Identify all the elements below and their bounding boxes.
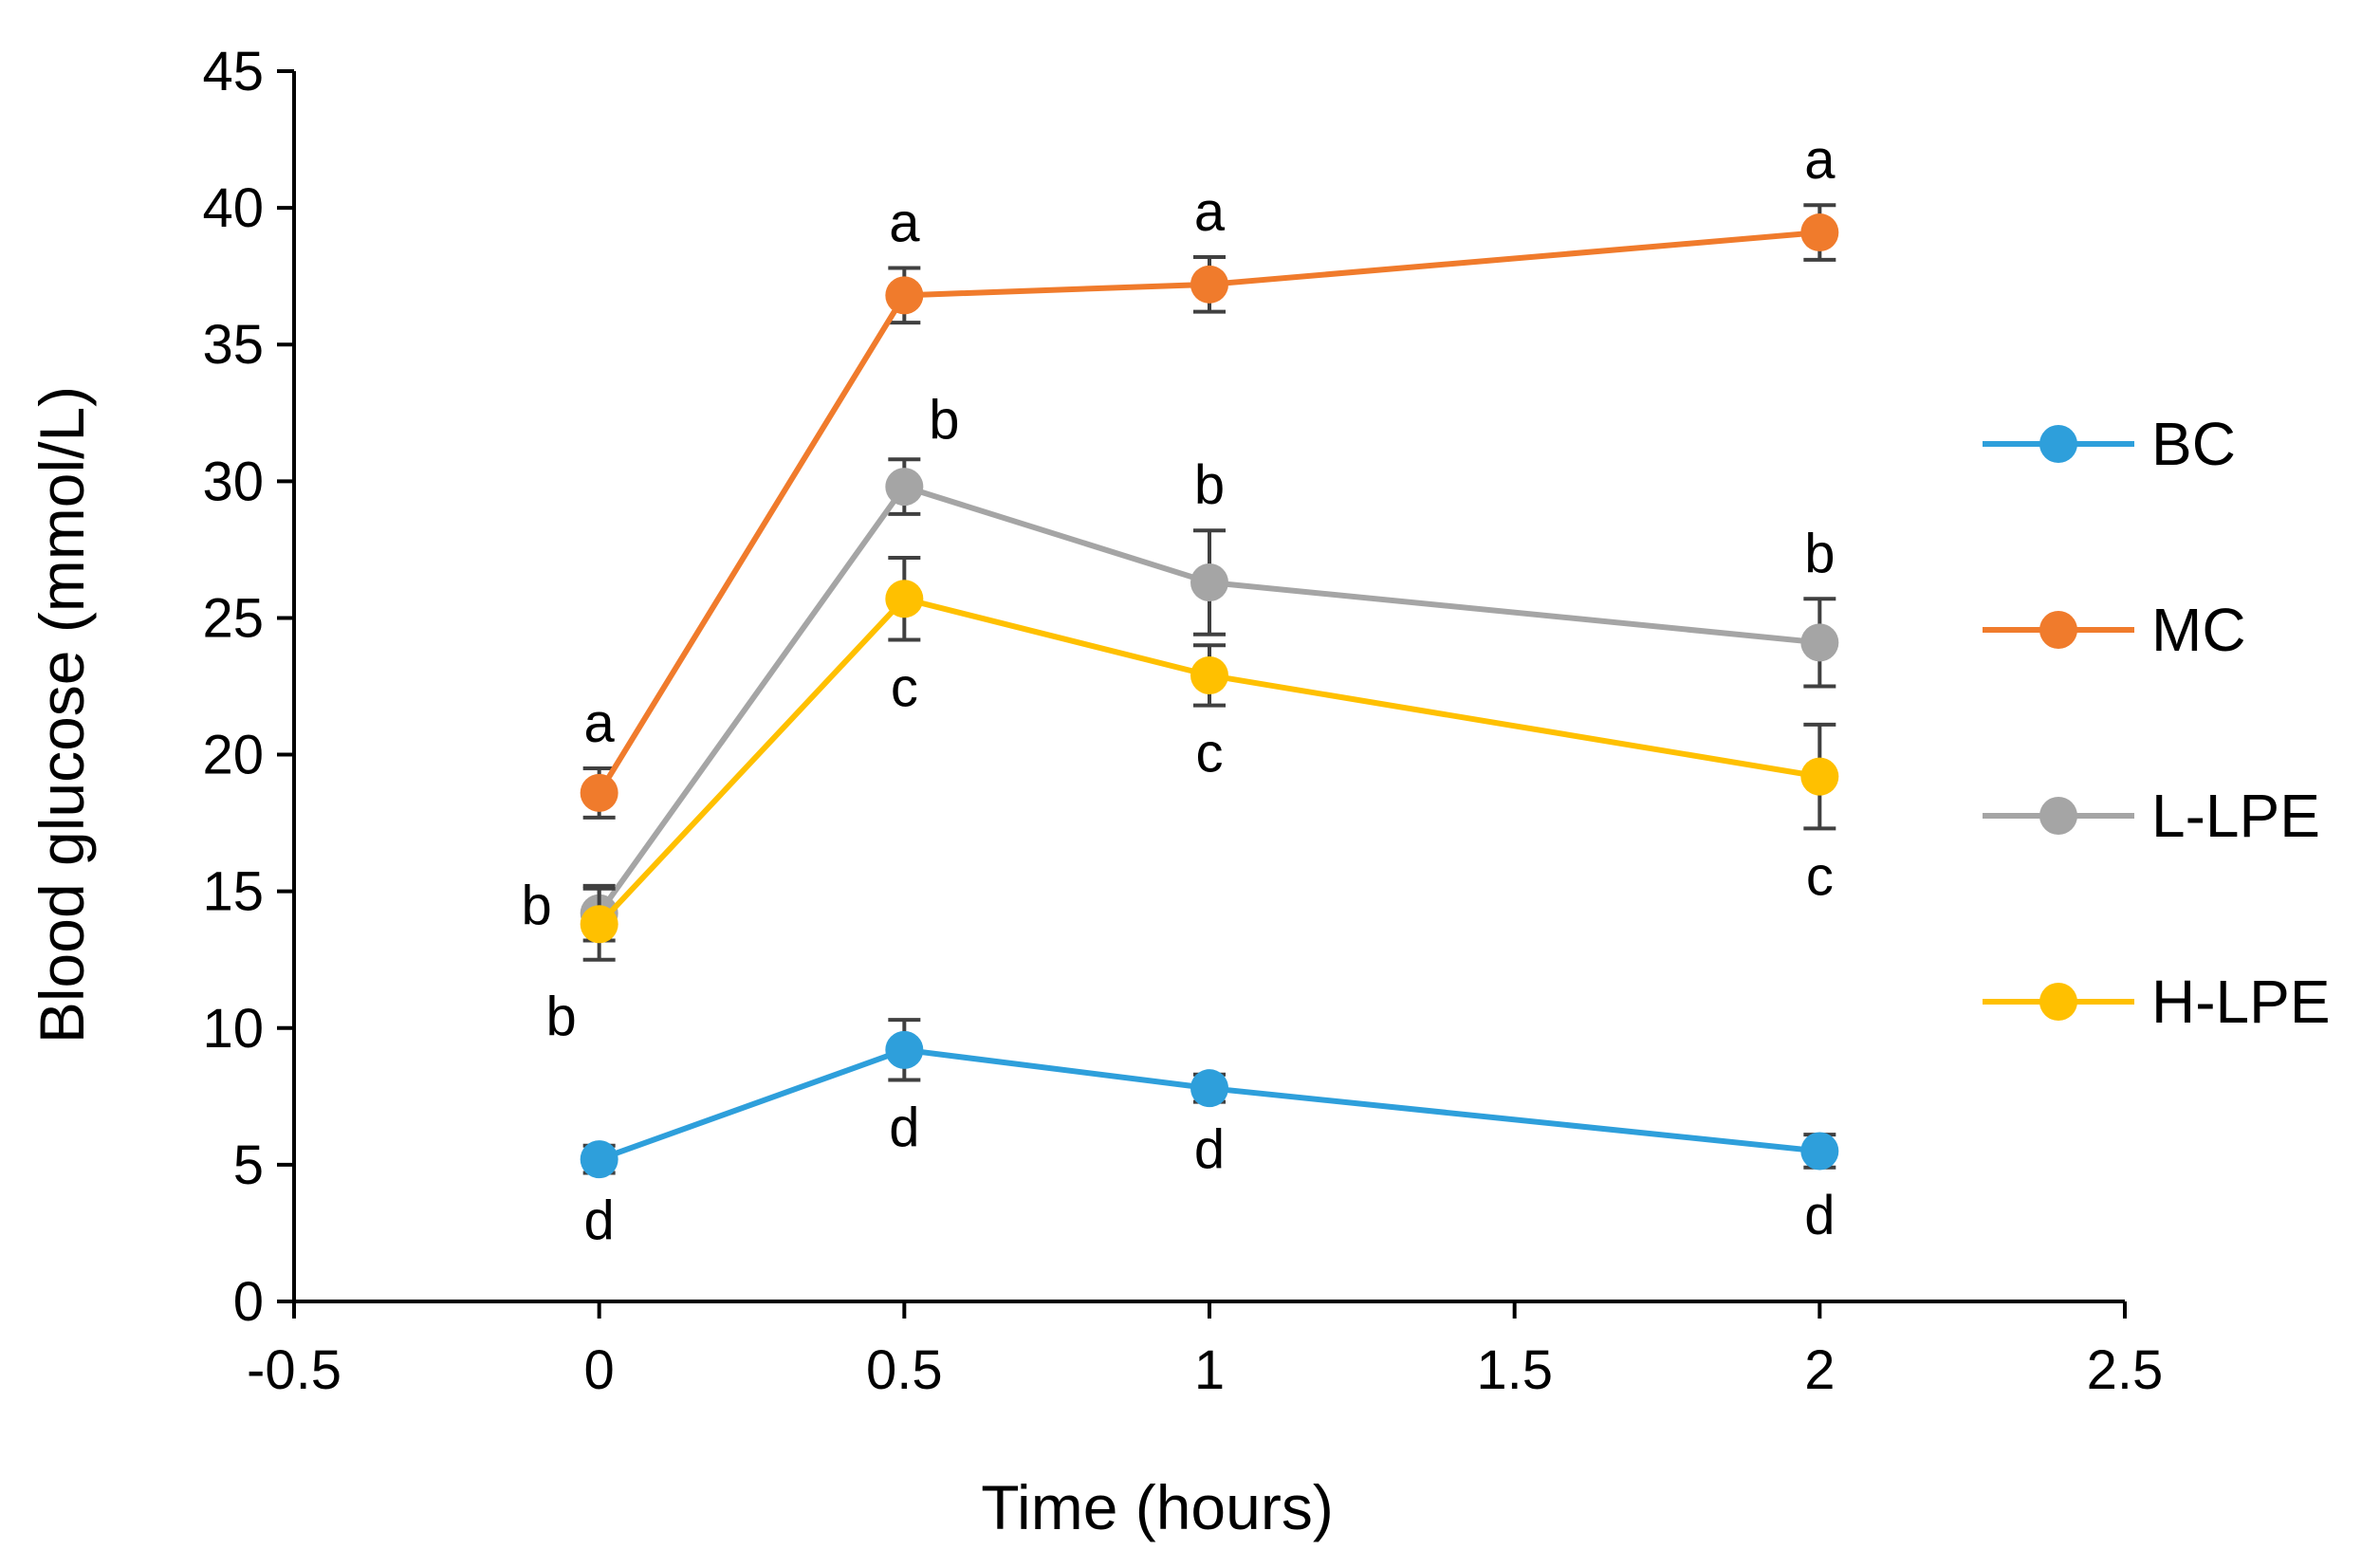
x-tick-label: 1.5 <box>1476 1339 1553 1401</box>
data-point <box>1800 757 1839 796</box>
legend-item-bc: BC <box>1983 410 2236 478</box>
x-axis-title: Time (hours) <box>981 1472 1334 1542</box>
x-tick-label: 0 <box>584 1339 615 1401</box>
series-line-l-lpe <box>597 484 1820 915</box>
series-line-bc <box>598 1046 1820 1162</box>
data-point <box>580 1140 618 1179</box>
legend-marker <box>2039 797 2077 835</box>
data-point <box>1190 655 1228 694</box>
data-point <box>885 1030 924 1069</box>
x-tick-label: 2.5 <box>2087 1339 2164 1401</box>
legend-item-l-lpe: L-LPE <box>1983 782 2320 850</box>
x-tick-label: 2 <box>1804 1339 1835 1401</box>
y-tick-label: 20 <box>202 725 264 786</box>
y-axis-title: Blood glucose (mmol/L) <box>27 386 97 1043</box>
y-tick-label: 45 <box>202 41 264 102</box>
significance-letter: d <box>889 1098 919 1159</box>
y-tick-label: 15 <box>202 861 264 923</box>
significance-letter: b <box>546 987 577 1048</box>
legend-marker <box>2039 611 2077 649</box>
x-tick-label: 1 <box>1194 1339 1225 1401</box>
y-tick-label: 0 <box>233 1271 264 1333</box>
significance-letter: b <box>522 876 552 937</box>
legend: BC MC L-LPE H-LPE <box>1983 410 2331 1036</box>
legend-label: L-LPE <box>2151 782 2320 850</box>
significance-letter: a <box>584 692 616 754</box>
y-tick-label: 25 <box>202 587 264 649</box>
significance-letter: b <box>929 389 959 451</box>
y-tick-label: 5 <box>233 1134 264 1196</box>
significance-letter: c <box>1806 845 1834 907</box>
legend-label: BC <box>2151 410 2236 478</box>
series-h-lpe <box>580 556 1839 962</box>
data-point <box>885 276 924 315</box>
y-tick-label: 30 <box>202 451 264 512</box>
significance-letter: d <box>1194 1119 1225 1181</box>
significance-letter: b <box>1804 523 1835 584</box>
data-point <box>1800 213 1839 252</box>
significance-letter: a <box>889 193 920 254</box>
data-point <box>1190 265 1228 304</box>
data-point <box>580 773 618 812</box>
data-point <box>1800 623 1839 662</box>
series-line-mc <box>597 230 1820 795</box>
significance-letter: d <box>1804 1185 1835 1246</box>
y-tick-label: 40 <box>202 177 264 239</box>
legend-label: MC <box>2151 596 2246 664</box>
y-tick-label: 10 <box>202 998 264 1060</box>
data-point <box>885 468 924 507</box>
data-point <box>1800 1132 1839 1171</box>
legend-item-h-lpe: H-LPE <box>1983 968 2331 1036</box>
data-point <box>885 580 924 618</box>
series-layer <box>580 203 1839 1179</box>
significance-letter: d <box>584 1190 615 1252</box>
significance-letter: c <box>891 657 918 719</box>
legend-marker <box>2039 425 2077 463</box>
significance-letter: b <box>1194 454 1225 516</box>
series-line-h-lpe <box>597 596 1820 927</box>
significance-letter: a <box>1804 129 1836 191</box>
data-point <box>580 905 618 944</box>
series-bc <box>580 1018 1839 1179</box>
legend-label: H-LPE <box>2151 968 2331 1036</box>
data-point <box>1190 563 1228 601</box>
significance-letter: c <box>1196 723 1224 784</box>
x-tick-label: -0.5 <box>247 1339 341 1401</box>
legend-marker <box>2039 983 2077 1021</box>
series-mc <box>580 203 1839 820</box>
y-tick-label: 35 <box>202 314 264 376</box>
legend-item-mc: MC <box>1983 596 2246 664</box>
x-tick-label: 0.5 <box>866 1339 943 1401</box>
significance-letter: a <box>1194 181 1226 243</box>
data-point <box>1190 1069 1228 1108</box>
